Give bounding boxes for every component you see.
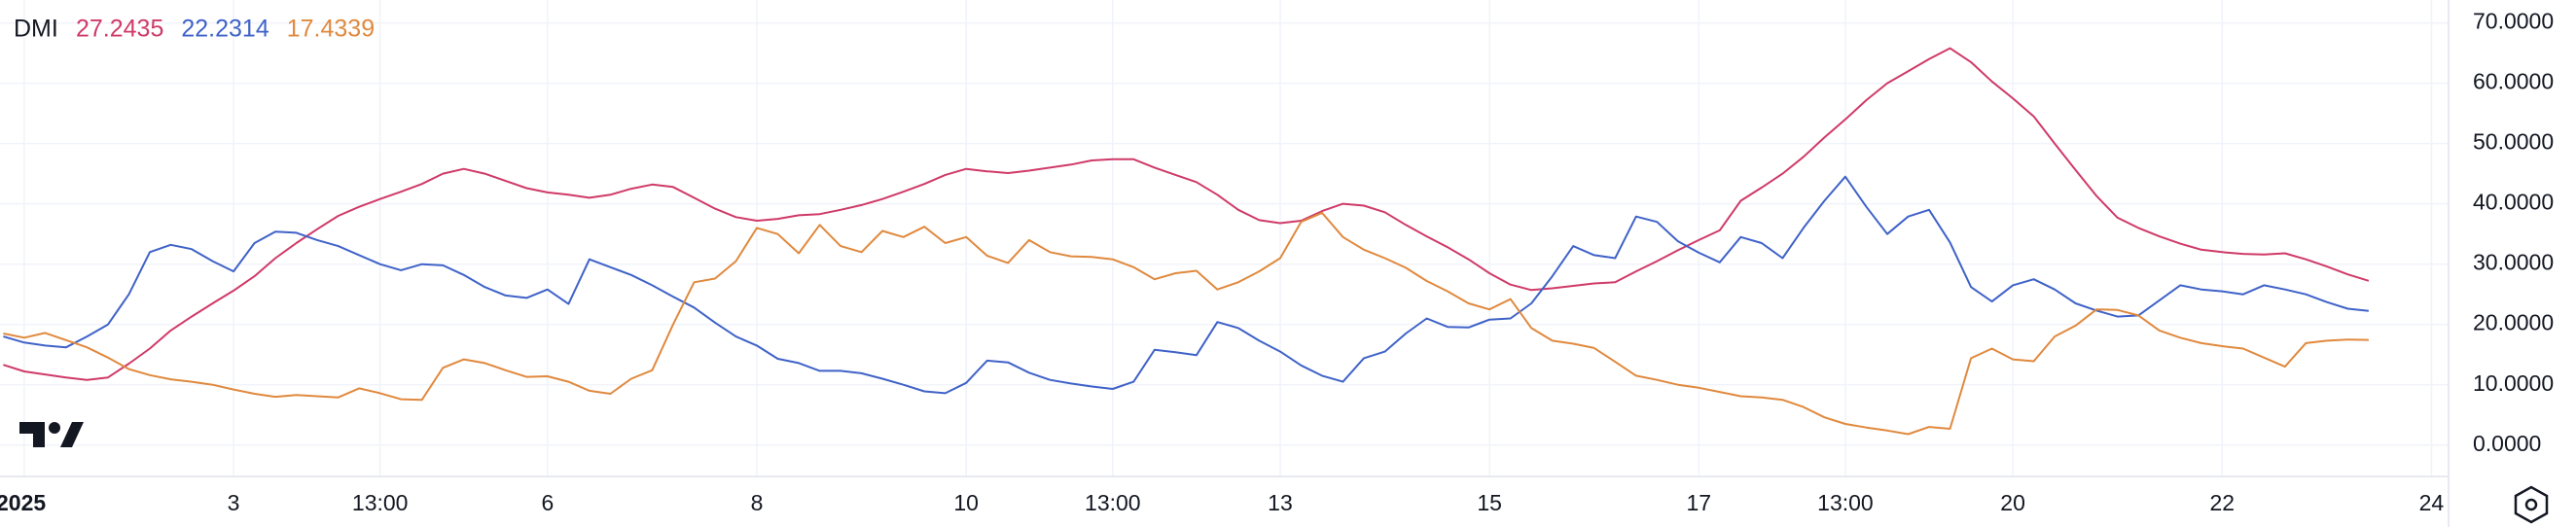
x-tick-label: 20 [2000,490,2025,515]
y-tick-label: 10.0000 [2473,370,2554,396]
x-tick-label: 22 [2209,490,2235,515]
x-tick-label: 10 [953,490,979,515]
x-tick-label: 3 [228,490,240,515]
x-tick-label: 13:00 [352,490,409,515]
line-series [3,175,2370,395]
lines [3,47,2370,436]
x-tick-label: 15 [1477,490,1502,515]
x-tick-label: 6 [541,490,554,515]
x-tick-label: 13 [1268,490,1293,515]
legend-value: 17.4339 [287,16,375,43]
x-tick-label: 13:00 [1817,490,1874,515]
y-tick-label: 0.0000 [2473,431,2541,456]
y-tick-label: 60.0000 [2473,69,2554,94]
y-tick-label: 20.0000 [2473,310,2554,335]
x-tick-label: 24 [2419,490,2445,515]
x-tick-label: 13:00 [1085,490,1141,515]
legend-value: 27.2435 [76,16,163,43]
legend-value: 22.2314 [181,16,268,43]
y-tick-label: 50.0000 [2473,129,2554,155]
tv-logo [19,422,84,447]
y-tick-label: 30.0000 [2473,250,2554,275]
line-series [3,47,2370,381]
x-tick-label: 2025 [0,490,46,515]
legend-title: DMI [14,16,58,43]
settings-icon[interactable] [2514,485,2549,524]
x-tick-label: 17 [1687,490,1712,515]
x-tick-label: 8 [751,490,764,515]
y-tick-label: 40.0000 [2473,190,2554,215]
y-tick-label: 70.0000 [2473,9,2554,34]
line-series [3,211,2369,436]
